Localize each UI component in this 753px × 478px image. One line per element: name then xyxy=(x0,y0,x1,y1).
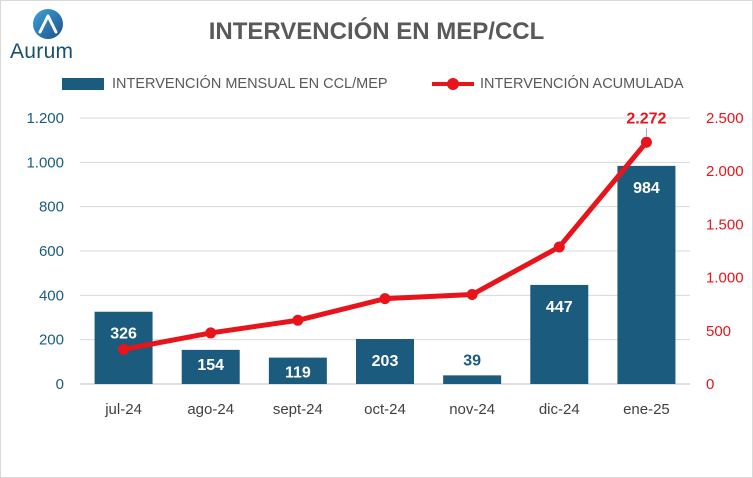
chart-title: INTERVENCIÓN EN MEP/CCL xyxy=(208,18,545,45)
bar-data-label: 447 xyxy=(546,299,573,316)
x-tick-label: ene-25 xyxy=(623,401,670,418)
y-left-tick-label: 1.200 xyxy=(26,110,64,127)
y-right-tick-label: 2.500 xyxy=(706,110,744,127)
aurum-a-icon xyxy=(33,9,63,39)
bar xyxy=(617,165,676,384)
y-left-tick-label: 1.000 xyxy=(26,154,64,171)
bar xyxy=(443,375,502,384)
y-right-tick-label: 0 xyxy=(706,376,714,393)
legend-item-monthly: INTERVENCIÓN MENSUAL EN CCL/MEP xyxy=(62,76,388,92)
y-left-tick-label: 800 xyxy=(39,199,64,216)
x-tick-label: sept-24 xyxy=(273,401,323,418)
x-tick-label: oct-24 xyxy=(364,401,406,418)
bar-data-label: 119 xyxy=(285,365,311,382)
bar-data-label: 154 xyxy=(197,357,224,374)
bar xyxy=(530,284,589,384)
legend-line-label: INTERVENCIÓN ACUMULADA xyxy=(480,76,684,92)
logo-text: Aurum xyxy=(10,40,74,63)
y-right-tick-label: 2.000 xyxy=(706,163,744,180)
line-point xyxy=(553,241,565,253)
bar xyxy=(268,357,327,384)
line-data-label: 2.272 xyxy=(626,110,666,127)
x-tick-label: nov-24 xyxy=(449,401,495,418)
line-point xyxy=(640,136,652,148)
bar xyxy=(181,349,240,384)
line-point xyxy=(118,343,130,355)
logo: Aurum xyxy=(6,8,96,68)
line-point xyxy=(379,293,391,305)
y-left-tick-label: 0 xyxy=(56,376,64,393)
bar-data-label: 984 xyxy=(633,180,660,197)
x-tick-label: ago-24 xyxy=(187,401,234,418)
bar-data-label: 39 xyxy=(463,352,481,369)
y-left-tick-label: 200 xyxy=(39,332,64,349)
line-point xyxy=(205,327,217,339)
y-right-tick-label: 1.500 xyxy=(706,216,744,233)
bar xyxy=(356,339,414,384)
line-point xyxy=(466,289,478,301)
y-left-tick-label: 400 xyxy=(39,287,64,304)
bar-data-label: 203 xyxy=(372,353,399,370)
legend-bar-swatch xyxy=(62,78,104,90)
bar-data-label: 326 xyxy=(110,326,137,343)
legend-line-swatch xyxy=(432,78,474,90)
y-right-tick-label: 500 xyxy=(706,323,731,340)
legend-item-cumulative: INTERVENCIÓN ACUMULADA xyxy=(432,76,684,92)
x-tick-label: dic-24 xyxy=(539,401,580,418)
y-right-tick-label: 1.000 xyxy=(706,270,744,287)
legend-bar-label: INTERVENCIÓN MENSUAL EN CCL/MEP xyxy=(112,76,388,92)
line-point xyxy=(292,314,304,326)
x-tick-label: jul-24 xyxy=(104,401,142,418)
y-left-tick-label: 600 xyxy=(39,243,64,260)
